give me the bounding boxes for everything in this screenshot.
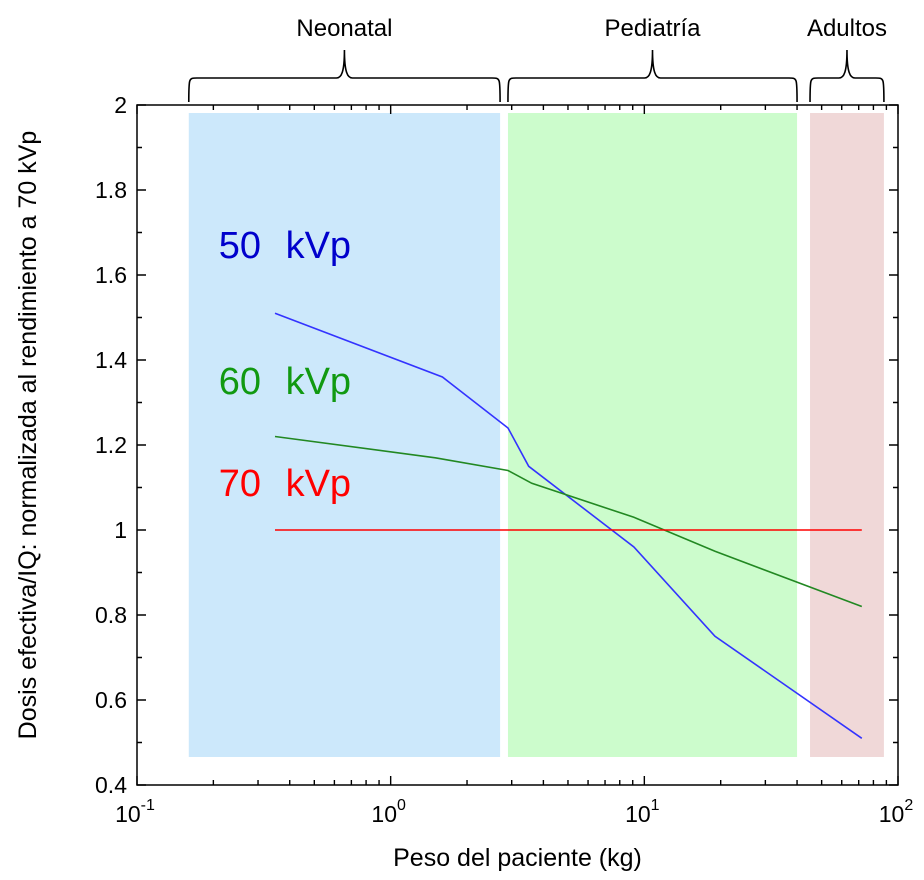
x-tick-label: 10-1 bbox=[115, 797, 155, 827]
y-tick-label: 0.8 bbox=[95, 602, 127, 628]
series-label-50-kvp: 50 kVp bbox=[219, 225, 351, 267]
x-tick-label: 101 bbox=[625, 797, 660, 827]
y-tick-label: 0.4 bbox=[95, 772, 127, 798]
y-tick-label: 1 bbox=[114, 517, 127, 543]
group-braces: Neonatal Pediatría Adultos bbox=[187, 15, 887, 103]
y-tick-label: 1.4 bbox=[95, 347, 127, 373]
x-tick-label: 100 bbox=[371, 797, 406, 827]
series-layer bbox=[274, 312, 863, 739]
ticks-layer bbox=[136, 104, 899, 786]
region-adultos bbox=[810, 113, 884, 757]
y-tick-label: 1.8 bbox=[95, 177, 127, 203]
series-labels: 50 kVp 60 kVp 70 kVp bbox=[219, 225, 351, 505]
y-tick-label: 2 bbox=[114, 92, 127, 118]
y-tick-label: 0.6 bbox=[95, 687, 127, 713]
group-label-pediatria: Pediatría bbox=[604, 15, 701, 42]
regions-layer bbox=[188, 113, 884, 757]
series-line-50-kvp bbox=[274, 312, 863, 739]
axis-ticks bbox=[136, 104, 899, 786]
brace-adultos bbox=[809, 49, 885, 103]
x-tick-label: 102 bbox=[879, 797, 914, 827]
brace-pediatria bbox=[507, 49, 798, 103]
y-axis-label: Dosis efectiva/IQ: normalizada al rendim… bbox=[14, 131, 42, 740]
region-pediatria bbox=[507, 113, 798, 757]
group-label-neonatal: Neonatal bbox=[296, 15, 392, 42]
series-label-70-kvp: 70 kVp bbox=[219, 463, 351, 505]
series-label-60-kvp: 60 kVp bbox=[219, 361, 351, 403]
brace-neonatal bbox=[187, 49, 501, 103]
x-tick-labels: 10-1 100 101 102 bbox=[115, 797, 913, 827]
group-label-adultos: Adultos bbox=[807, 15, 887, 42]
x-axis-label: Peso del paciente (kg) bbox=[393, 844, 642, 872]
y-tick-labels: 0.4 0.6 0.8 1 1.2 1.4 1.6 1.8 2 bbox=[95, 92, 127, 798]
series-line-60-kvp bbox=[274, 435, 863, 608]
region-neonatal bbox=[188, 113, 501, 757]
y-tick-label: 1.6 bbox=[95, 262, 127, 288]
y-tick-label: 1.2 bbox=[95, 432, 127, 458]
